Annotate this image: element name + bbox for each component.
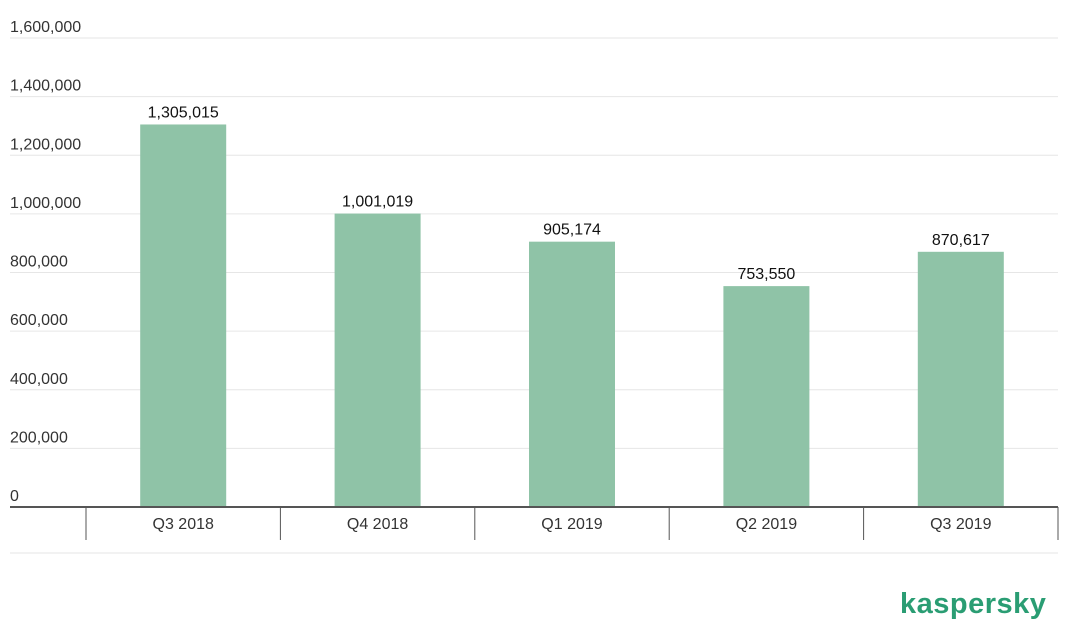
data-label: 1,001,019: [342, 194, 413, 211]
y-tick-label: 800,000: [10, 254, 68, 271]
bar-q3-2019: [917, 251, 1004, 507]
y-tick-label: 1,600,000: [10, 19, 81, 36]
bars: [140, 124, 1004, 508]
bar-q4-2018: [334, 213, 421, 508]
bar-q3-2018: [140, 124, 227, 508]
x-tick-label: Q3 2019: [930, 516, 991, 533]
y-tick-label: 200,000: [10, 429, 68, 446]
x-tick-label: Q2 2019: [736, 516, 797, 533]
x-axis: Q3 2018 Q4 2018 Q1 2019 Q2 2019 Q3 2019: [10, 506, 1059, 554]
data-label: 753,550: [737, 266, 795, 283]
data-label: 905,174: [543, 222, 601, 239]
y-tick-label: 0: [10, 488, 19, 505]
data-labels: 1,305,015 1,001,019 905,174 753,550 870,617: [148, 104, 990, 283]
y-tick-label: 1,200,000: [10, 136, 81, 153]
y-tick-label: 1,000,000: [10, 195, 81, 212]
bar-q2-2019: [723, 286, 810, 507]
x-tick-label: Q1 2019: [541, 516, 602, 533]
kaspersky-logo: kaspersky: [900, 588, 1047, 620]
data-label: 1,305,015: [148, 104, 219, 121]
x-tick-label: Q4 2018: [347, 516, 408, 533]
y-tick-label: 1,400,000: [10, 78, 81, 95]
bar-q1-2019: [529, 241, 615, 507]
data-label: 870,617: [932, 232, 990, 249]
y-tick-label: 400,000: [10, 371, 68, 388]
x-tick-label: Q3 2018: [153, 516, 214, 533]
y-tick-label: 600,000: [10, 312, 68, 329]
y-axis-ticks: 0 200,000 400,000 600,000 800,000 1,000,000 1,…: [10, 19, 81, 505]
